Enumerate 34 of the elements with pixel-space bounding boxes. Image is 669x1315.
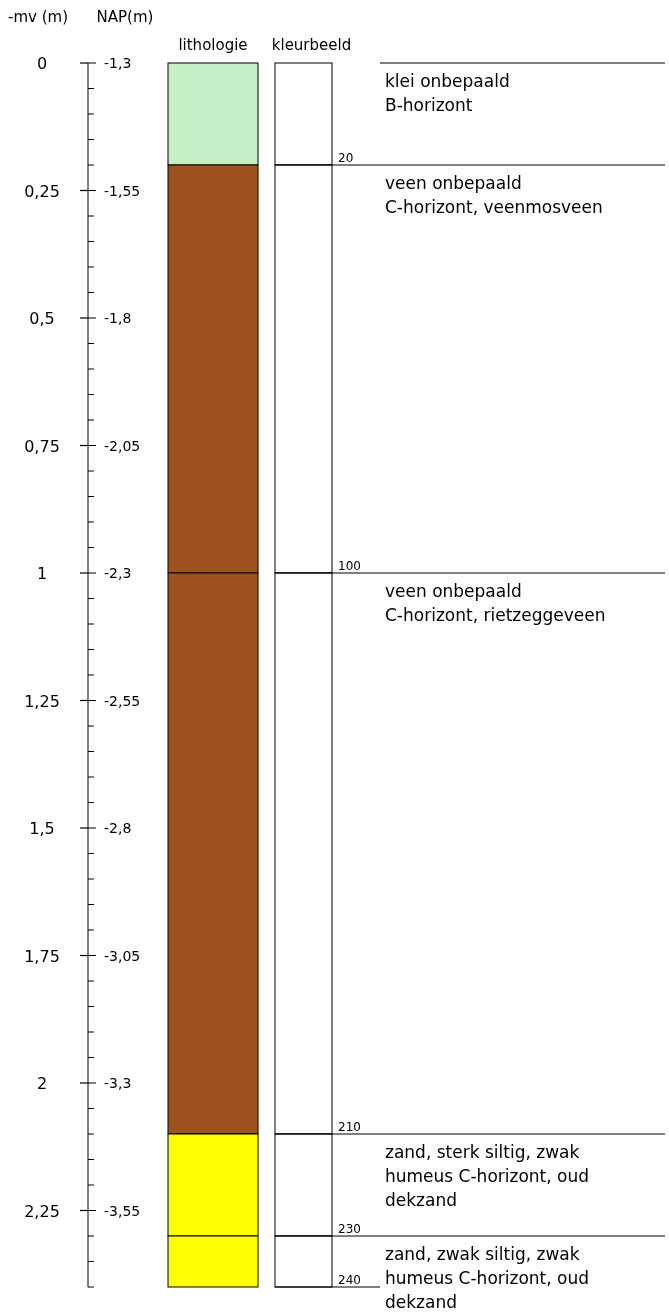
y-tick-label: 0,75: [24, 436, 60, 456]
ref-line-label: 100: [338, 559, 361, 573]
y-tick-label: 0,25: [24, 181, 60, 201]
y2-tick-label: -2,55: [104, 692, 141, 709]
y2-tick-label: -1,8: [104, 310, 132, 326]
y2-axis-title: NAP(m): [96, 8, 154, 26]
ref-line-label: 20: [338, 151, 354, 165]
y-tick-label: 2: [36, 1074, 48, 1093]
x-tick-label: lithologie: [178, 36, 248, 54]
ref-line-label: 230: [338, 1222, 361, 1236]
text: zand, sterk siltig, zwak humeus C-horizont, oud dekzand: [385, 1142, 590, 1210]
ref-line-label: 210: [338, 1120, 361, 1134]
y-axis-title: -mv (m): [8, 8, 68, 26]
y-tick-label: 0: [36, 54, 48, 73]
y-tick-label: 1,5: [29, 819, 55, 838]
y-tick-label: 0,5: [29, 309, 55, 328]
y-tick-label: 2,25: [24, 1201, 60, 1221]
y-tick-label: 1,75: [24, 946, 60, 966]
y2-tick-label: -3,05: [104, 947, 141, 964]
y2-tick-label: -3,55: [104, 1202, 141, 1219]
y2-tick-label: -2,3: [104, 565, 132, 581]
y2-tick-label: -1,55: [104, 182, 141, 199]
text: veen onbepaald C-horizont, veenmosveen: [385, 173, 603, 217]
y-tick-label: 1,25: [24, 691, 60, 711]
text: veen onbepaald C-horizont, rietzeggeveen: [385, 581, 606, 625]
text: klei onbepaald B-horizont: [385, 71, 510, 115]
y2-tick-label: -3,3: [104, 1075, 132, 1091]
y2-tick-label: -2,8: [104, 820, 132, 836]
y2-tick-label: -1,3: [104, 55, 132, 71]
y2-tick-label: -2,05: [104, 437, 141, 454]
ref-line-label: 240: [338, 1273, 361, 1287]
y-tick-label: 1: [36, 564, 48, 583]
text: zand, zwak siltig, zwak humeus C-horizont, oud dekzand: [385, 1244, 590, 1312]
x-tick-label: kleurbeeld: [271, 36, 352, 54]
